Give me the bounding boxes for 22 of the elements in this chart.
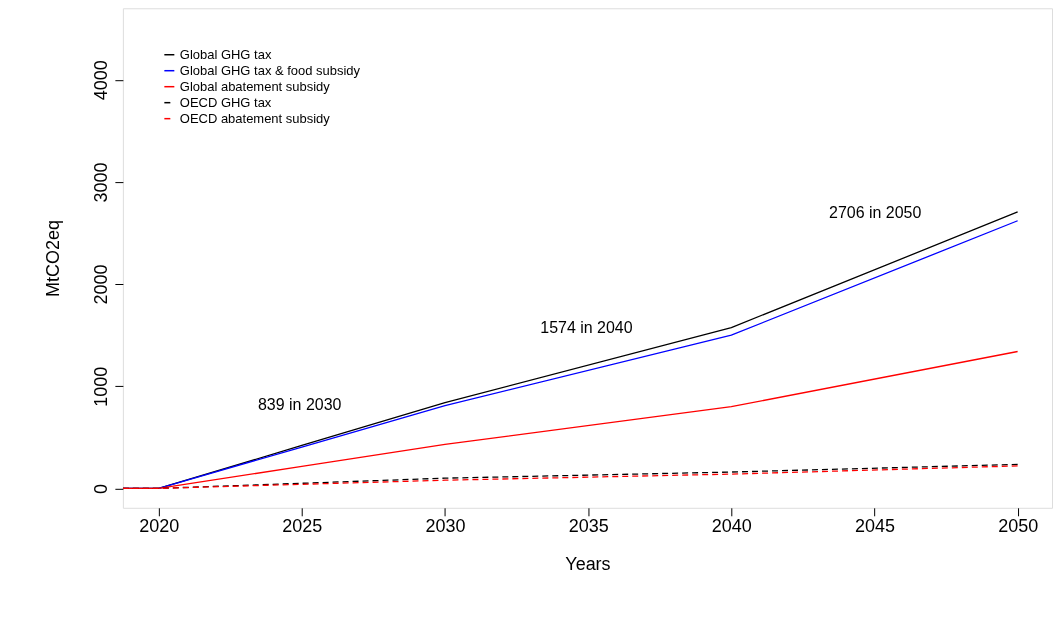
annotation: 2706 in 2050 bbox=[828, 204, 922, 222]
annotation: 1574 in 2040 bbox=[540, 318, 633, 336]
y-axis-title: MtCO2eq bbox=[43, 220, 64, 297]
legend-label: OECD abatement subsidy bbox=[179, 110, 331, 126]
x-tick-label: 2020 bbox=[139, 516, 180, 537]
x-tick-label: 2050 bbox=[998, 516, 1039, 537]
x-axis-title: Years bbox=[565, 554, 611, 575]
y-tick-label: 0 bbox=[91, 483, 112, 494]
y-tick-label: 2000 bbox=[91, 264, 112, 305]
legend-label: Global abatement subsidy bbox=[179, 78, 331, 94]
x-tick-label: 2035 bbox=[568, 516, 609, 537]
y-tick-label: 3000 bbox=[91, 162, 112, 203]
annotation: 839 in 2030 bbox=[257, 395, 342, 413]
x-tick-label: 2045 bbox=[854, 516, 895, 537]
x-tick-label: 2040 bbox=[711, 516, 752, 537]
legend-label: Global GHG tax & food subsidy bbox=[179, 62, 361, 78]
x-tick-label: 2025 bbox=[282, 516, 323, 537]
y-tick-label: 1000 bbox=[91, 366, 112, 407]
legend-label: Global GHG tax bbox=[179, 46, 272, 62]
legend-label: OECD GHG tax bbox=[179, 94, 272, 110]
y-tick-label: 4000 bbox=[91, 60, 112, 101]
x-tick-label: 2030 bbox=[425, 516, 466, 537]
